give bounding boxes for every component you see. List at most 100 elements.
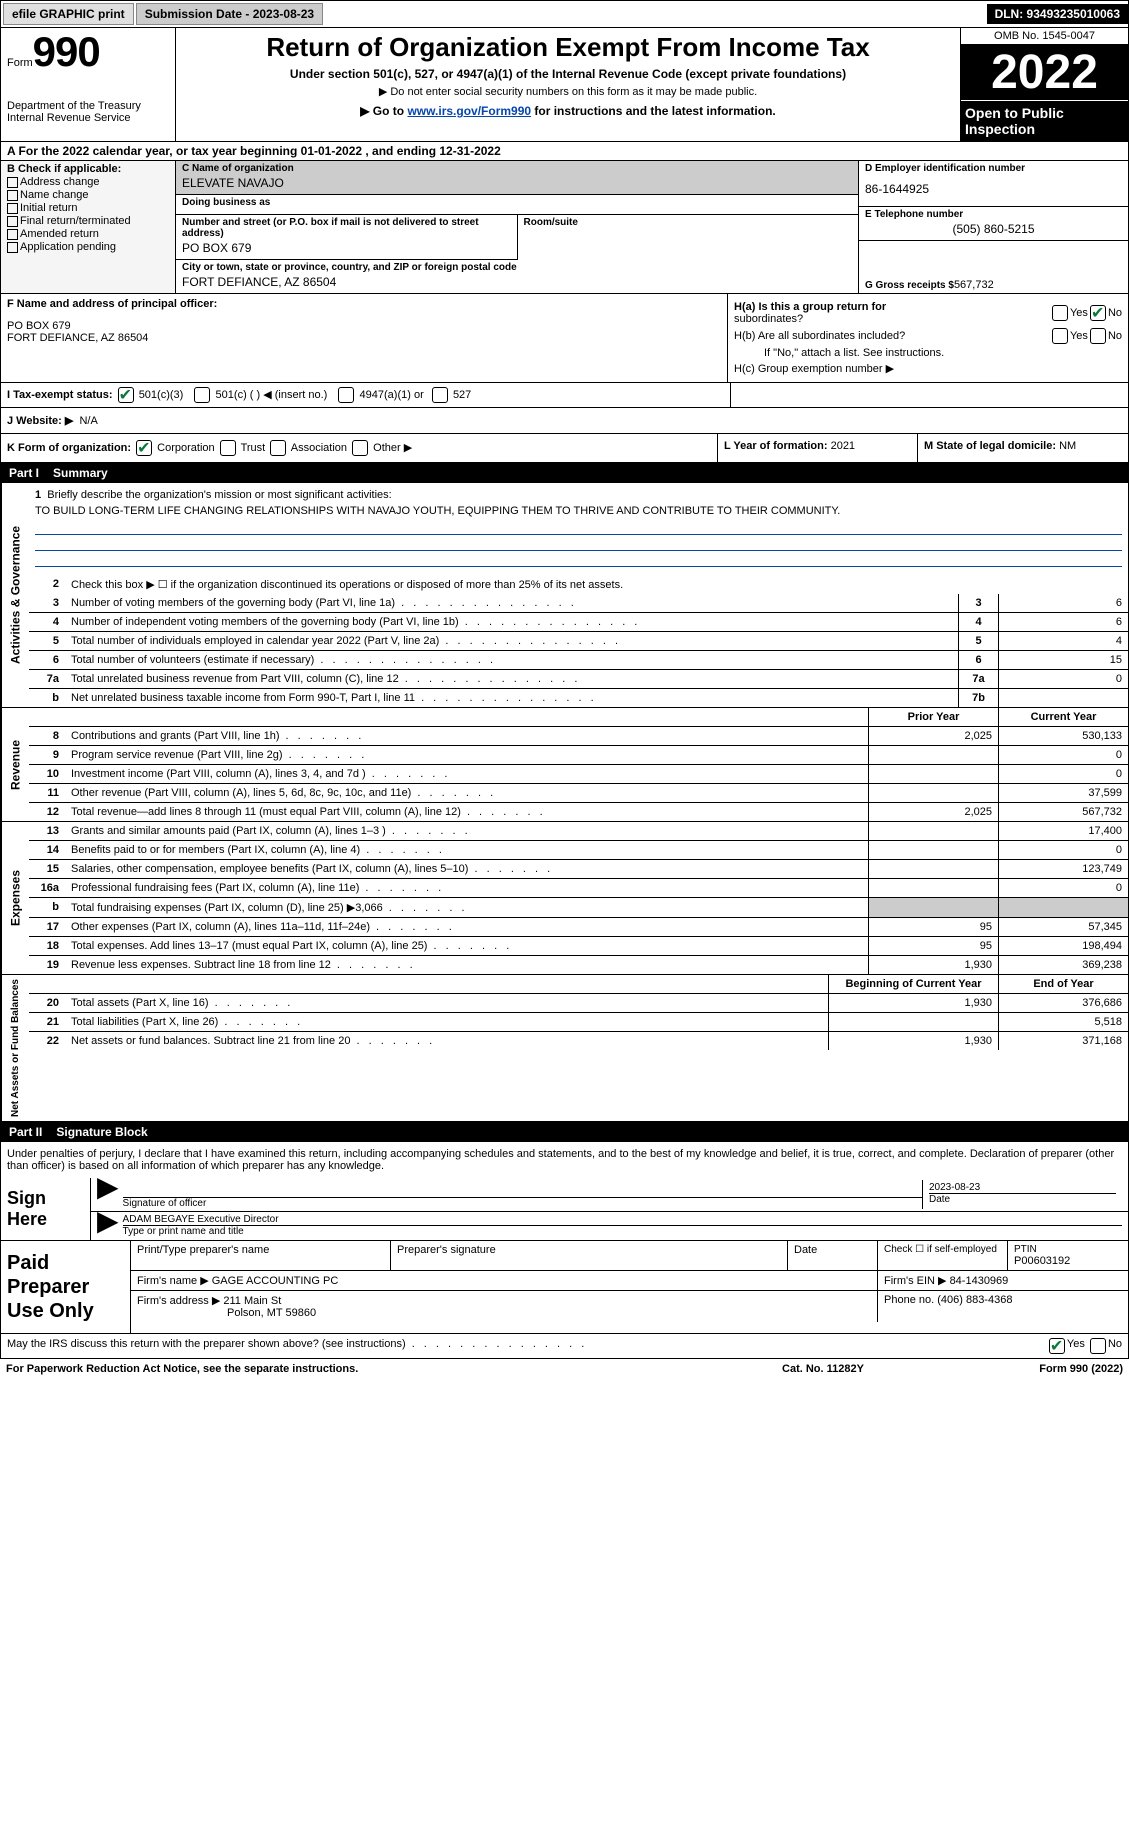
line-value: 6 xyxy=(998,613,1128,631)
table-row: 14 Benefits paid to or for members (Part… xyxy=(29,841,1128,860)
date-label: Date xyxy=(929,1194,1116,1205)
line2-text: Check this box ▶ ☐ if the organization d… xyxy=(65,575,1128,594)
line-num: 22 xyxy=(29,1032,65,1050)
sidebar-exp: Expenses xyxy=(1,822,29,974)
line-num: 3 xyxy=(29,594,65,612)
ha-label: H(a) Is this a group return for xyxy=(734,301,886,313)
chk-app-pending[interactable]: Application pending xyxy=(7,241,169,253)
chk-addr-change[interactable]: Address change xyxy=(7,176,169,188)
part1-num: Part I xyxy=(9,466,53,480)
chk-corp[interactable] xyxy=(136,440,152,456)
check-self-employed: Check ☐ if self-employed xyxy=(878,1241,1008,1270)
form-label: Form xyxy=(7,57,33,69)
gross-label: G Gross receipts $ xyxy=(865,280,954,291)
table-row: 10 Investment income (Part VIII, column … xyxy=(29,765,1128,784)
line-num: 19 xyxy=(29,956,65,974)
line-value xyxy=(998,689,1128,707)
chk-amended[interactable]: Amended return xyxy=(7,228,169,240)
line-num: b xyxy=(29,689,65,707)
line-text: Net unrelated business taxable income fr… xyxy=(65,689,958,707)
prep-sig-label: Preparer's signature xyxy=(391,1241,788,1270)
chk-initial[interactable]: Initial return xyxy=(7,202,169,214)
prior-value xyxy=(868,765,998,783)
ein-value: 86-1644925 xyxy=(865,174,1122,204)
line-value: 15 xyxy=(998,651,1128,669)
firm-ein-label: Firm's EIN ▶ xyxy=(884,1275,947,1287)
hb-yes-checkbox[interactable] xyxy=(1052,328,1068,344)
hb-no-checkbox[interactable] xyxy=(1090,328,1106,344)
city-label: City or town, state or province, country… xyxy=(182,262,852,273)
chk-trust[interactable] xyxy=(220,440,236,456)
inspection-box: Open to Public Inspection xyxy=(960,100,1128,141)
line-num: b xyxy=(29,898,65,917)
suite-label: Room/suite xyxy=(524,217,853,228)
sidebar-rev: Revenue xyxy=(1,708,29,821)
box-d: D Employer identification number 86-1644… xyxy=(858,161,1128,293)
sign-here-block: Sign Here ▶ Signature of officer 2023-08… xyxy=(0,1178,1129,1241)
chk-name-change[interactable]: Name change xyxy=(7,189,169,201)
discuss-yes-checkbox[interactable] xyxy=(1049,1338,1065,1354)
sidebar-ag: Activities & Governance xyxy=(1,483,29,707)
org-name: ELEVATE NAVAJO xyxy=(182,174,852,192)
line-text: Net assets or fund balances. Subtract li… xyxy=(65,1032,828,1050)
form990-link[interactable]: www.irs.gov/Form990 xyxy=(407,104,531,118)
line-num: 21 xyxy=(29,1013,65,1031)
hdr-current: Current Year xyxy=(998,708,1128,726)
submission-date-label: Submission Date - 2023-08-23 xyxy=(136,3,323,25)
box-m: M State of legal domicile: NM xyxy=(918,434,1128,462)
chk-other[interactable] xyxy=(352,440,368,456)
form-subtitle: Under section 501(c), 527, or 4947(a)(1)… xyxy=(184,67,952,81)
box-b: B Check if applicable: Address change Na… xyxy=(1,161,176,293)
line-text: Total assets (Part X, line 16) xyxy=(65,994,828,1012)
tax-year: 2022 xyxy=(961,45,1128,100)
table-row: 11 Other revenue (Part VIII, column (A),… xyxy=(29,784,1128,803)
chk-527[interactable] xyxy=(432,387,448,403)
line-text: Total unrelated business revenue from Pa… xyxy=(65,670,958,688)
line-a-tax-year: A For the 2022 calendar year, or tax yea… xyxy=(0,142,1129,161)
line-num: 20 xyxy=(29,994,65,1012)
efile-print-button[interactable]: efile GRAPHIC print xyxy=(3,3,134,25)
chk-4947[interactable] xyxy=(338,387,354,403)
line-text: Total fundraising expenses (Part IX, col… xyxy=(65,898,868,917)
officer-addr2: FORT DEFIANCE, AZ 86504 xyxy=(7,332,721,344)
prior-value xyxy=(868,898,998,917)
chk-501c[interactable] xyxy=(194,387,210,403)
chk-final[interactable]: Final return/terminated xyxy=(7,215,169,227)
line-num: 11 xyxy=(29,784,65,802)
current-value: 369,238 xyxy=(998,956,1128,974)
year-formation-label: L Year of formation: xyxy=(724,440,828,452)
current-value: 0 xyxy=(998,879,1128,897)
line-num: 17 xyxy=(29,918,65,936)
part1-rev: Revenue Prior Year Current Year 8 Contri… xyxy=(0,708,1129,822)
table-row: 3 Number of voting members of the govern… xyxy=(29,594,1128,613)
print-name-label: Print/Type preparer's name xyxy=(131,1241,391,1270)
box-i: I Tax-exempt status: 501(c)(3) 501(c) ( … xyxy=(1,383,731,407)
ha-no-checkbox[interactable] xyxy=(1090,305,1106,321)
box-c: C Name of organization ELEVATE NAVAJO Do… xyxy=(176,161,858,293)
mission-label: Briefly describe the organization's miss… xyxy=(47,489,391,501)
prior-value xyxy=(868,879,998,897)
chk-assoc[interactable] xyxy=(270,440,286,456)
ha-yes-checkbox[interactable] xyxy=(1052,305,1068,321)
box-j: J Website: ▶ N/A xyxy=(0,408,1129,434)
state-domicile-label: M State of legal domicile: xyxy=(924,440,1056,452)
prior-value: 95 xyxy=(868,918,998,936)
line-text: Salaries, other compensation, employee b… xyxy=(65,860,868,878)
line-num: 10 xyxy=(29,765,65,783)
firm-ein-value: 84-1430969 xyxy=(950,1275,1009,1287)
chk-501c3[interactable] xyxy=(118,387,134,403)
dba-value xyxy=(182,208,852,212)
form-header: Form990 Return of Organization Exempt Fr… xyxy=(0,28,1129,100)
discuss-no-checkbox[interactable] xyxy=(1090,1338,1106,1354)
state-domicile-value: NM xyxy=(1059,440,1076,452)
perjury-declaration: Under penalties of perjury, I declare th… xyxy=(0,1142,1129,1178)
current-value: 37,599 xyxy=(998,784,1128,802)
irs-discuss-row: May the IRS discuss this return with the… xyxy=(0,1334,1129,1359)
line-box: 3 xyxy=(958,594,998,612)
paid-preparer-label: Paid Preparer Use Only xyxy=(1,1241,131,1333)
part1-ag: Activities & Governance 1 Briefly descri… xyxy=(0,483,1129,708)
box-k: K Form of organization: Corporation Trus… xyxy=(1,434,718,462)
dept-row: Department of the Treasury Internal Reve… xyxy=(0,100,1129,142)
current-value: 123,749 xyxy=(998,860,1128,878)
current-value: 17,400 xyxy=(998,822,1128,840)
